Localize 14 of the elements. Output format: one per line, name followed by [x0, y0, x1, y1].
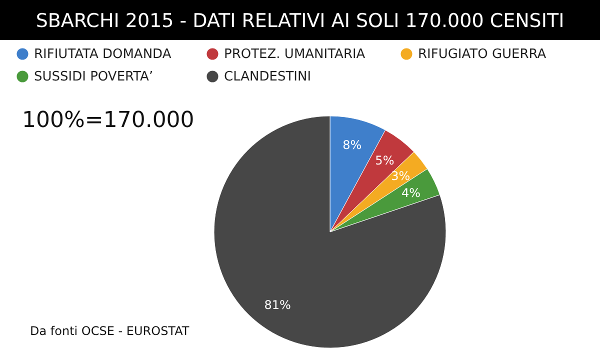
legend-label: RIFUGIATO GUERRA	[418, 46, 546, 62]
text: Da fonti OCSE - EUROSTAT	[30, 324, 190, 338]
data-label: 81%	[264, 298, 291, 312]
legend-label: CLANDESTINI	[224, 70, 312, 84]
data-label: 8%	[342, 138, 362, 152]
legend-label: RIFIUTATA DOMANDA	[34, 46, 172, 62]
data-label: 5%	[375, 154, 394, 168]
data-label: 3%	[391, 169, 410, 184]
data-label: 4%	[401, 186, 421, 200]
legend-label: SUSSIDI POVERTA’	[34, 70, 154, 84]
chart-title: SBARCHI 2015 - DATI RELATIVI AI SOLI 170.000 CENSITI	[36, 10, 564, 32]
pie-slice	[214, 116, 446, 348]
text: 100%=170.000	[22, 108, 194, 133]
legend-label: PROTEZ. UMANITARIA	[224, 46, 366, 62]
